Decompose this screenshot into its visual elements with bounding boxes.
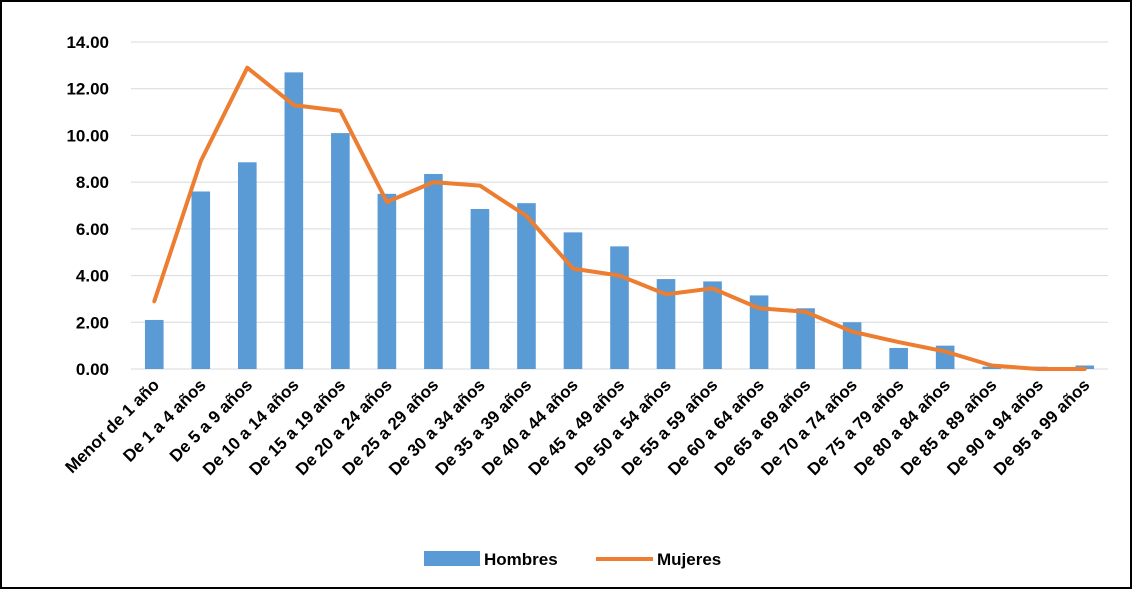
y-tick-label: 14.00: [66, 33, 109, 52]
mujeres-line-layer: [152, 65, 1087, 371]
hombres-bar: [144, 319, 164, 369]
y-tick-label: 2.00: [76, 313, 109, 332]
y-tick-label: 0.00: [76, 360, 109, 379]
legend: Hombres Mujeres: [424, 550, 721, 569]
y-tick-label: 4.00: [76, 267, 109, 286]
hombres-bar: [610, 246, 629, 369]
hombres-bar: [703, 281, 722, 369]
y-tick-label: 12.00: [66, 80, 109, 99]
hombres-bar: [749, 295, 769, 369]
legend-mujeres-label: Mujeres: [657, 550, 721, 569]
hombres-bar: [656, 279, 676, 369]
y-tick-label: 10.00: [66, 126, 109, 145]
hombres-bar: [517, 203, 536, 369]
hombres-bar: [424, 173, 443, 369]
hombres-bar: [563, 232, 583, 369]
y-axis-ticks: 0.00 2.00 4.00 6.00 8.00 10.00 12.00 14.00: [66, 33, 109, 379]
hombres-bar: [889, 347, 908, 369]
y-tick-label: 8.00: [76, 173, 109, 192]
legend-hombres-label: Hombres: [484, 550, 558, 569]
hombres-bar: [238, 162, 257, 369]
y-tick-label: 6.00: [76, 220, 109, 239]
x-category-label: De 1 a 4 años: [119, 375, 209, 465]
hombres-bar: [982, 366, 1001, 369]
mujeres-line: [152, 65, 1087, 371]
hombres-bar: [377, 193, 397, 369]
x-category-label: De 5 a 9 años: [166, 375, 256, 465]
hombres-bar: [284, 72, 304, 369]
hombres-bar: [191, 191, 211, 369]
hombres-bar: [331, 133, 350, 369]
legend-hombres-swatch: [424, 551, 480, 566]
hombres-bars: [144, 72, 1095, 369]
hombres-bar: [796, 308, 815, 369]
hombres-bar: [470, 209, 490, 369]
